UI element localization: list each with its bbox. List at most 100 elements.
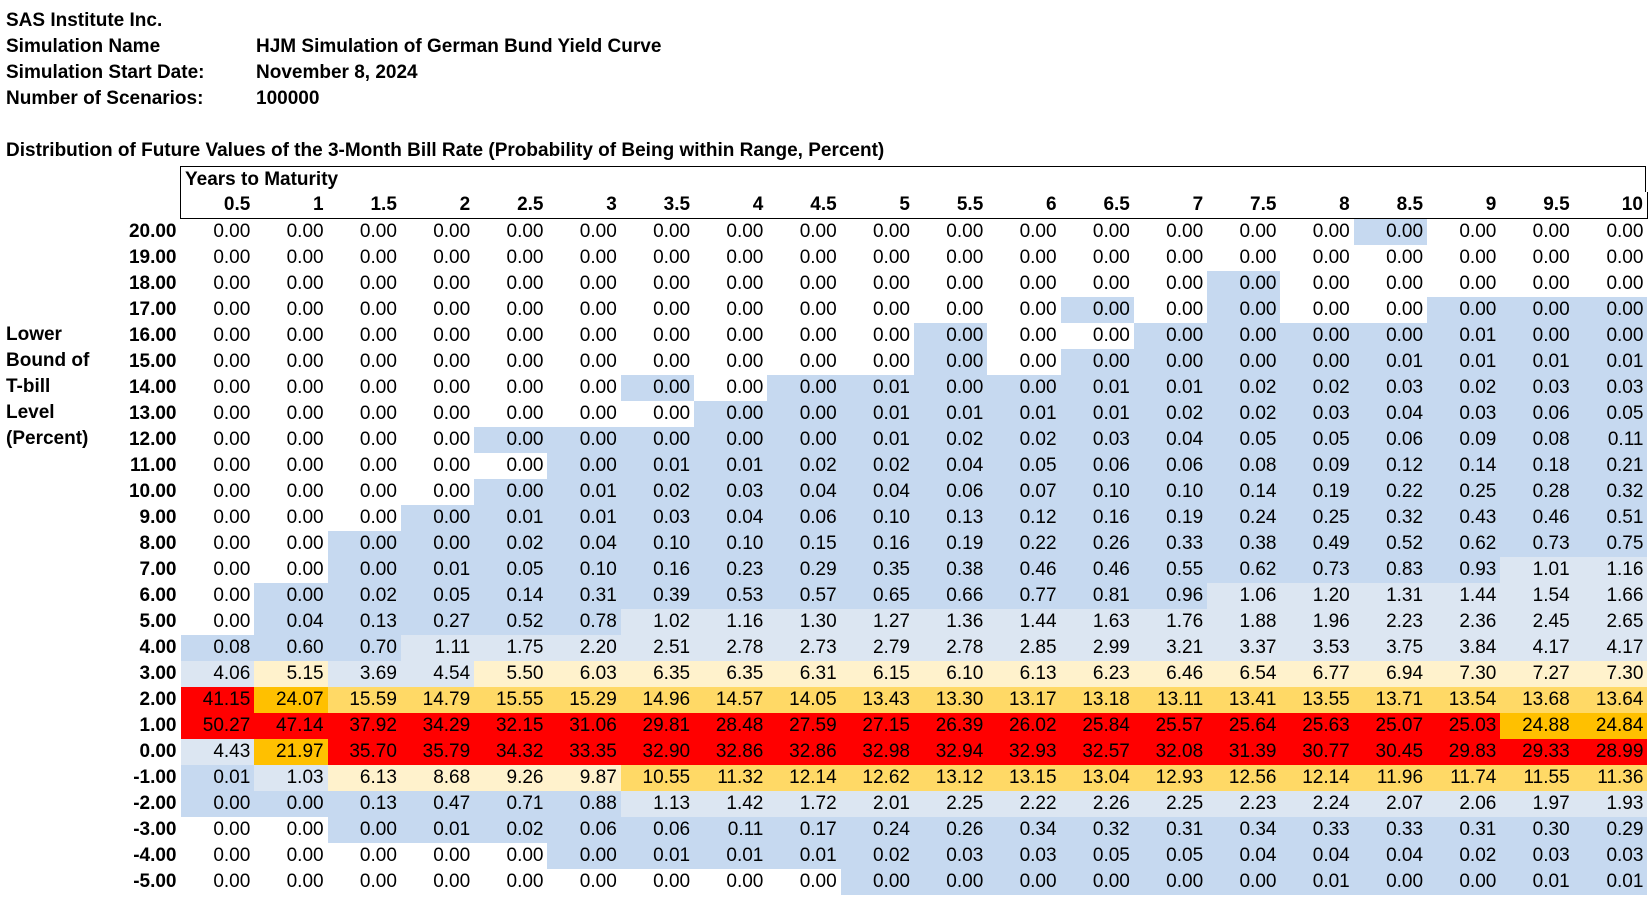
- probability-cell: 0.00: [400, 453, 475, 479]
- probability-cell: 0.00: [1133, 349, 1208, 375]
- probability-cell: 0.00: [913, 271, 988, 297]
- probability-cell: 0.00: [474, 323, 548, 349]
- probability-cell: 0.04: [1280, 843, 1354, 869]
- probability-cell: 0.00: [400, 297, 475, 323]
- probability-cell: 0.02: [1280, 375, 1354, 401]
- probability-cell: 6.35: [620, 661, 695, 687]
- probability-cell: 0.70: [327, 635, 401, 661]
- probability-cell: 26.39: [913, 713, 988, 739]
- row-header-bound: -5.00: [133, 871, 177, 892]
- probability-cell: 4.43: [180, 739, 255, 765]
- probability-cell: 14.79: [400, 687, 475, 713]
- probability-cell: 11.74: [1427, 765, 1501, 791]
- years-header-box: Years to Maturity: [180, 166, 1646, 192]
- probability-cell: 0.29: [767, 557, 841, 583]
- meta-value: HJM Simulation of German Bund Yield Curv…: [256, 36, 662, 57]
- probability-cell: 25.63: [1280, 713, 1354, 739]
- probability-cell: 2.23: [1207, 791, 1281, 817]
- row-axis-label-line: Bound of: [6, 350, 90, 371]
- probability-cell: 0.53: [694, 583, 768, 609]
- column-header-years: 2: [400, 192, 475, 219]
- probability-cell: 0.02: [474, 531, 548, 557]
- probability-cell: 2.79: [840, 635, 914, 661]
- probability-cell: 0.00: [474, 271, 548, 297]
- probability-cell: 0.00: [474, 375, 548, 401]
- probability-cell: 0.00: [547, 245, 621, 271]
- probability-cell: 0.00: [547, 375, 621, 401]
- probability-cell: 11.55: [1500, 765, 1574, 791]
- probability-cell: 2.07: [1353, 791, 1428, 817]
- probability-cell: 0.11: [1573, 427, 1648, 453]
- probability-cell: 25.57: [1133, 713, 1208, 739]
- probability-cell: 0.00: [1353, 323, 1428, 349]
- probability-cell: 0.00: [180, 869, 255, 895]
- probability-cell: 24.07: [254, 687, 328, 713]
- probability-cell: 1.97: [1500, 791, 1574, 817]
- probability-cell: 0.00: [1280, 271, 1354, 297]
- column-header-years: 9: [1427, 192, 1501, 219]
- probability-cell: 0.00: [180, 375, 255, 401]
- probability-cell: 6.03: [547, 661, 621, 687]
- probability-cell: 12.14: [1280, 765, 1354, 791]
- probability-cell: 0.05: [1280, 427, 1354, 453]
- column-header-years: 2.5: [474, 192, 548, 219]
- probability-cell: 0.00: [913, 218, 988, 245]
- probability-cell: 0.00: [474, 245, 548, 271]
- probability-cell: 24.84: [1573, 713, 1648, 739]
- probability-cell: 13.68: [1500, 687, 1574, 713]
- probability-cell: 0.06: [767, 505, 841, 531]
- table-row: 3.00 4.06 5.15 3.69 4.54 5.50 6.03 6.35 6.35 6.31…: [106, 661, 1648, 687]
- probability-cell: 3.84: [1427, 635, 1501, 661]
- probability-cell: 0.00: [1427, 869, 1501, 895]
- probability-cell: 0.14: [1427, 453, 1501, 479]
- probability-cell: 1.42: [694, 791, 768, 817]
- probability-cell: 0.00: [254, 583, 328, 609]
- probability-cell: 0.00: [254, 557, 328, 583]
- probability-cell: 0.02: [1207, 375, 1281, 401]
- probability-cell: 0.23: [694, 557, 768, 583]
- probability-cell: 0.03: [1500, 843, 1574, 869]
- probability-cell: 0.00: [1427, 218, 1501, 245]
- row-axis-label: Lower Bound of T-bill Level (Percent): [6, 322, 89, 452]
- probability-cell: 0.30: [1500, 817, 1574, 843]
- probability-cell: 0.00: [254, 401, 328, 427]
- probability-cell: 0.00: [1427, 297, 1501, 323]
- probability-cell: 0.01: [694, 453, 768, 479]
- probability-cell: 0.04: [547, 531, 621, 557]
- probability-cell: 6.31: [767, 661, 841, 687]
- probability-cell: 0.10: [620, 531, 695, 557]
- probability-cell: 0.01: [1133, 375, 1208, 401]
- row-axis-label-line: T-bill: [6, 376, 51, 397]
- probability-cell: 0.03: [1280, 401, 1354, 427]
- probability-cell: 0.34: [1207, 817, 1281, 843]
- simulation-metadata: SAS Institute Inc. Simulation Name HJM Si…: [6, 8, 661, 112]
- probability-cell: 2.45: [1500, 609, 1574, 635]
- row-header-bound: 2.00: [139, 689, 177, 710]
- probability-cell: 0.00: [180, 401, 255, 427]
- probability-cell: 0.00: [1280, 323, 1354, 349]
- probability-cell: 0.02: [1133, 401, 1208, 427]
- probability-cell: 0.57: [767, 583, 841, 609]
- probability-cell: 0.06: [1353, 427, 1428, 453]
- probability-cell: 0.29: [1573, 817, 1648, 843]
- probability-cell: 0.00: [694, 245, 768, 271]
- probability-cell: 0.00: [327, 557, 401, 583]
- probability-cell: 3.69: [327, 661, 401, 687]
- probability-cell: 15.29: [547, 687, 621, 713]
- column-header-years: 7.5: [1207, 192, 1281, 219]
- probability-cell: 0.00: [987, 218, 1061, 245]
- probability-cell: 0.00: [1060, 271, 1134, 297]
- probability-cell: 0.04: [694, 505, 768, 531]
- column-header-years: 7: [1133, 192, 1208, 219]
- probability-cell: 9.26: [474, 765, 548, 791]
- probability-cell: 0.00: [327, 817, 401, 843]
- table-row: 10.00 0.00 0.00 0.00 0.00 0.00 0.01 0.02 0.03 0.0…: [106, 479, 1648, 505]
- probability-cell: 3.37: [1207, 635, 1281, 661]
- probability-cell: 0.24: [1207, 505, 1281, 531]
- probability-cell: 0.00: [1573, 271, 1648, 297]
- probability-cell: 0.03: [987, 843, 1061, 869]
- probability-cell: 13.12: [913, 765, 988, 791]
- probability-cell: 0.03: [620, 505, 695, 531]
- table-row: 13.00 0.00 0.00 0.00 0.00 0.00 0.00 0.00 0.00 0.0…: [106, 401, 1648, 427]
- probability-cell: 0.00: [474, 453, 548, 479]
